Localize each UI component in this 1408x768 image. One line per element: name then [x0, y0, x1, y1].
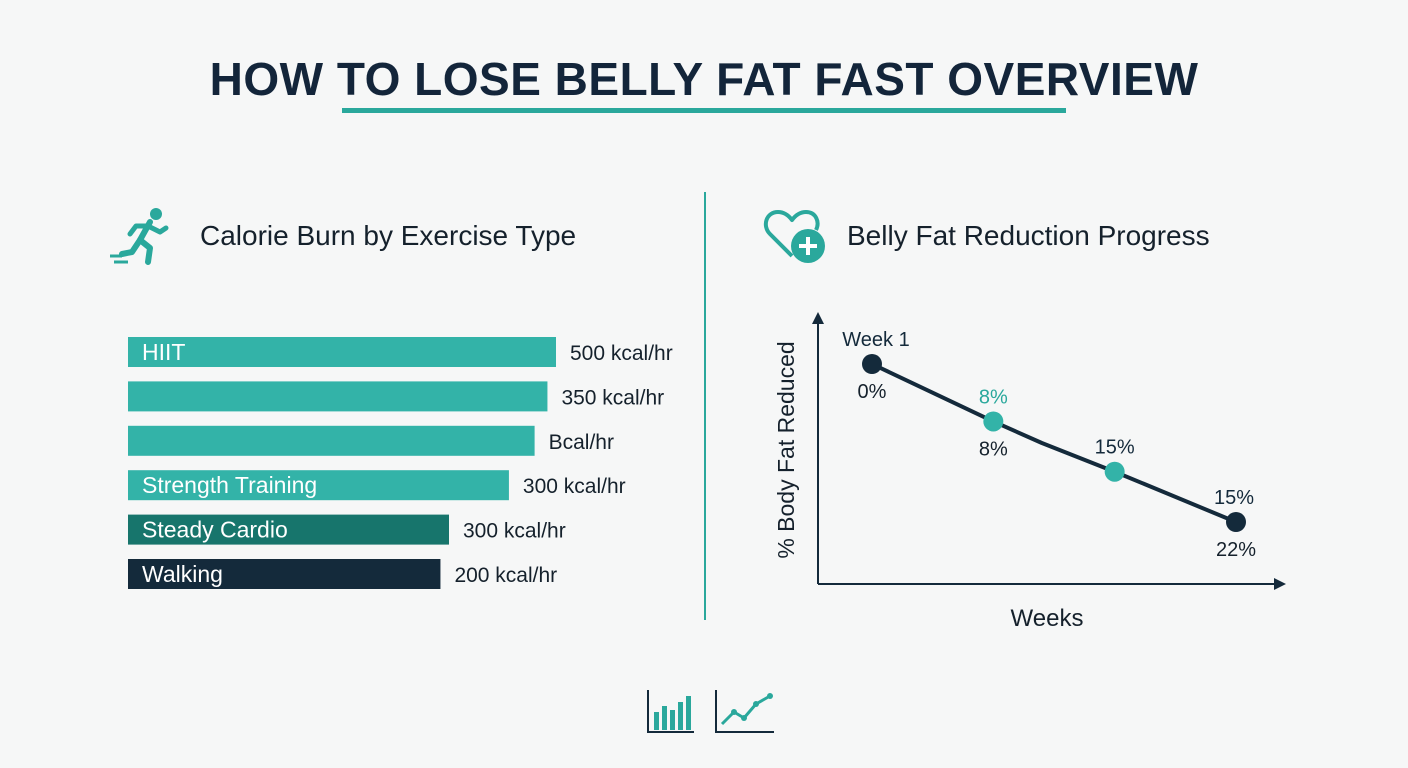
- point-bottom-label-0: 0%: [858, 381, 887, 403]
- bar-0: [128, 337, 556, 367]
- bar-value-label-1: 350 kcal/hr: [561, 386, 664, 409]
- page-title: HOW TO LOSE BELLY FAT FAST OVERVIEW: [209, 53, 1199, 105]
- point-top-label-0: Week 1: [842, 329, 909, 351]
- bar-2: [128, 425, 535, 456]
- bar-value-label-2: Bcal/hr: [549, 431, 614, 454]
- title-underline: [342, 108, 1066, 113]
- bar-category-label-4: Steady Cardio: [142, 517, 288, 543]
- line-chart-icon: [714, 688, 776, 734]
- bar-chart-title: Calorie Burn by Exercise Type: [200, 220, 577, 251]
- bar-4: [128, 514, 449, 545]
- point-bottom-label-3: 22%: [1216, 539, 1256, 561]
- data-point-0: [862, 354, 882, 374]
- y-axis-arrow: [812, 312, 824, 324]
- x-axis-arrow: [1274, 578, 1286, 590]
- heart-plus-icon: [762, 206, 832, 266]
- bar-category-label-3: Strength Training: [142, 472, 317, 498]
- data-point-1: [983, 411, 1004, 432]
- running-person-icon: [106, 204, 172, 268]
- bar-value-label-3: 300 kcal/hr: [523, 475, 626, 498]
- bar-chart-icon: [646, 688, 696, 734]
- bar-value-label-5: 200 kcal/hr: [454, 564, 557, 587]
- bar-value-label-4: 300 kcal/hr: [463, 520, 566, 543]
- data-point-2: [1104, 461, 1125, 482]
- line-chart-title: Belly Fat Reduction Progress: [847, 220, 1210, 251]
- point-top-label-3: 15%: [1214, 487, 1254, 509]
- bar-category-label-0: HIIT: [142, 339, 185, 365]
- calorie-bar-chart: HIIT 500 kcal/hr 350 kcal/hr Bcal/hr Strengt…: [128, 337, 673, 589]
- bar-1: [128, 381, 548, 412]
- data-point-3: [1226, 512, 1246, 532]
- panel-divider: [704, 192, 706, 620]
- point-bottom-label-1: 8%: [979, 438, 1008, 460]
- bar-5: [128, 559, 441, 589]
- x-axis-label: Weeks: [1011, 605, 1084, 632]
- bar-value-label-0: 500 kcal/hr: [570, 342, 673, 365]
- fat-reduction-line-chart: Weeks % Body Fat Reduced Week 1 0% 8% 8% 15% 15…: [773, 312, 1286, 632]
- bar-3: [128, 470, 509, 501]
- point-top-label-2: 15%: [1095, 437, 1135, 459]
- point-top-label-1: 8%: [979, 386, 1008, 408]
- fat-reduction-line: [870, 362, 1238, 524]
- y-axis-label: % Body Fat Reduced: [773, 341, 799, 558]
- bar-category-label-5: Walking: [142, 561, 223, 587]
